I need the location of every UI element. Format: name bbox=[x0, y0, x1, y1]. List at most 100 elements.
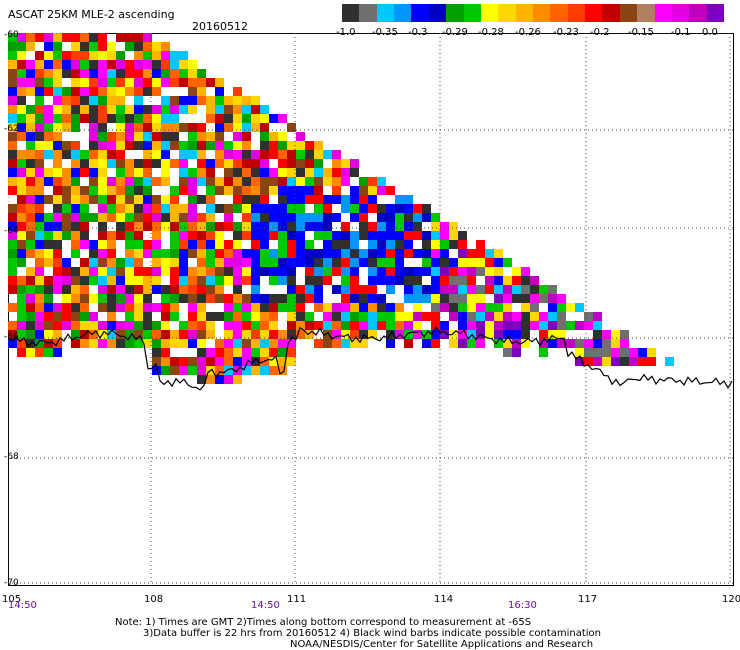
wind-cell bbox=[107, 150, 116, 159]
wind-cell bbox=[152, 186, 161, 195]
wind-cell bbox=[539, 285, 548, 294]
wind-cell bbox=[44, 285, 53, 294]
wind-cell bbox=[179, 276, 188, 285]
wind-cell bbox=[26, 222, 35, 231]
wind-cell bbox=[242, 366, 251, 375]
wind-cell bbox=[359, 294, 368, 303]
wind-cell bbox=[467, 240, 476, 249]
wind-cell bbox=[350, 177, 359, 186]
wind-cell bbox=[341, 276, 350, 285]
wind-cell bbox=[98, 96, 107, 105]
wind-cell bbox=[161, 159, 170, 168]
wind-cell bbox=[269, 321, 278, 330]
wind-cell bbox=[305, 186, 314, 195]
wind-cell bbox=[449, 294, 458, 303]
wind-cell bbox=[179, 78, 188, 87]
wind-cell bbox=[197, 375, 206, 384]
wind-cell bbox=[386, 213, 395, 222]
wind-cell bbox=[233, 168, 242, 177]
wind-cell bbox=[215, 366, 224, 375]
wind-cell bbox=[188, 339, 197, 348]
wind-cell bbox=[260, 249, 269, 258]
wind-cell bbox=[152, 240, 161, 249]
colorbar-swatch bbox=[480, 4, 499, 22]
wind-cell bbox=[269, 168, 278, 177]
wind-cell bbox=[431, 312, 440, 321]
wind-cell bbox=[17, 87, 26, 96]
wind-cell bbox=[323, 222, 332, 231]
wind-cell bbox=[71, 42, 80, 51]
wind-cell bbox=[305, 330, 314, 339]
wind-cell bbox=[44, 213, 53, 222]
wind-cell bbox=[71, 78, 80, 87]
wind-cell bbox=[8, 60, 17, 69]
wind-cell bbox=[431, 231, 440, 240]
wind-cell bbox=[62, 276, 71, 285]
wind-cell bbox=[332, 150, 341, 159]
wind-cell bbox=[8, 159, 17, 168]
wind-cell bbox=[323, 330, 332, 339]
wind-cell bbox=[260, 213, 269, 222]
wind-cell bbox=[251, 204, 260, 213]
wind-cell bbox=[89, 177, 98, 186]
wind-cell bbox=[359, 267, 368, 276]
wind-cell bbox=[71, 249, 80, 258]
wind-cell bbox=[242, 249, 251, 258]
wind-cell bbox=[323, 249, 332, 258]
wind-cell bbox=[8, 114, 17, 123]
wind-cell bbox=[395, 240, 404, 249]
wind-cell bbox=[197, 132, 206, 141]
wind-cell bbox=[305, 141, 314, 150]
wind-cell bbox=[152, 123, 161, 132]
wind-cell bbox=[8, 330, 17, 339]
wind-cell bbox=[17, 339, 26, 348]
wind-cell bbox=[143, 87, 152, 96]
colorbar-swatch bbox=[671, 4, 690, 22]
wind-cell bbox=[35, 186, 44, 195]
wind-cell bbox=[35, 141, 44, 150]
wind-cell bbox=[368, 213, 377, 222]
wind-cell bbox=[269, 294, 278, 303]
wind-cell bbox=[503, 339, 512, 348]
wind-cell bbox=[35, 78, 44, 87]
wind-cell bbox=[494, 258, 503, 267]
wind-cell bbox=[233, 348, 242, 357]
wind-cell bbox=[233, 204, 242, 213]
wind-cell bbox=[233, 249, 242, 258]
wind-cell bbox=[197, 276, 206, 285]
wind-cell bbox=[395, 294, 404, 303]
wind-cell bbox=[62, 195, 71, 204]
wind-cell bbox=[170, 231, 179, 240]
wind-cell bbox=[341, 339, 350, 348]
wind-cell bbox=[53, 159, 62, 168]
wind-cell bbox=[440, 321, 449, 330]
wind-cell bbox=[179, 285, 188, 294]
wind-cell bbox=[125, 159, 134, 168]
wind-cell bbox=[80, 249, 89, 258]
wind-cell bbox=[368, 240, 377, 249]
wind-cell bbox=[152, 60, 161, 69]
wind-cell bbox=[8, 150, 17, 159]
wind-cell bbox=[485, 258, 494, 267]
wind-cell bbox=[503, 258, 512, 267]
wind-cell bbox=[413, 240, 422, 249]
wind-cell bbox=[197, 357, 206, 366]
wind-cell bbox=[161, 132, 170, 141]
wind-cell bbox=[458, 258, 467, 267]
wind-cell bbox=[89, 312, 98, 321]
wind-cell bbox=[449, 330, 458, 339]
wind-cell bbox=[125, 195, 134, 204]
wind-cell bbox=[89, 249, 98, 258]
wind-cell bbox=[116, 240, 125, 249]
wind-cell bbox=[440, 294, 449, 303]
wind-cell bbox=[593, 348, 602, 357]
wind-cell bbox=[17, 168, 26, 177]
wind-cell bbox=[287, 222, 296, 231]
wind-cell bbox=[53, 276, 62, 285]
wind-cell bbox=[8, 69, 17, 78]
wind-cell bbox=[152, 330, 161, 339]
wind-cell bbox=[152, 105, 161, 114]
wind-cell bbox=[197, 321, 206, 330]
wind-cell bbox=[179, 213, 188, 222]
wind-cell bbox=[332, 177, 341, 186]
